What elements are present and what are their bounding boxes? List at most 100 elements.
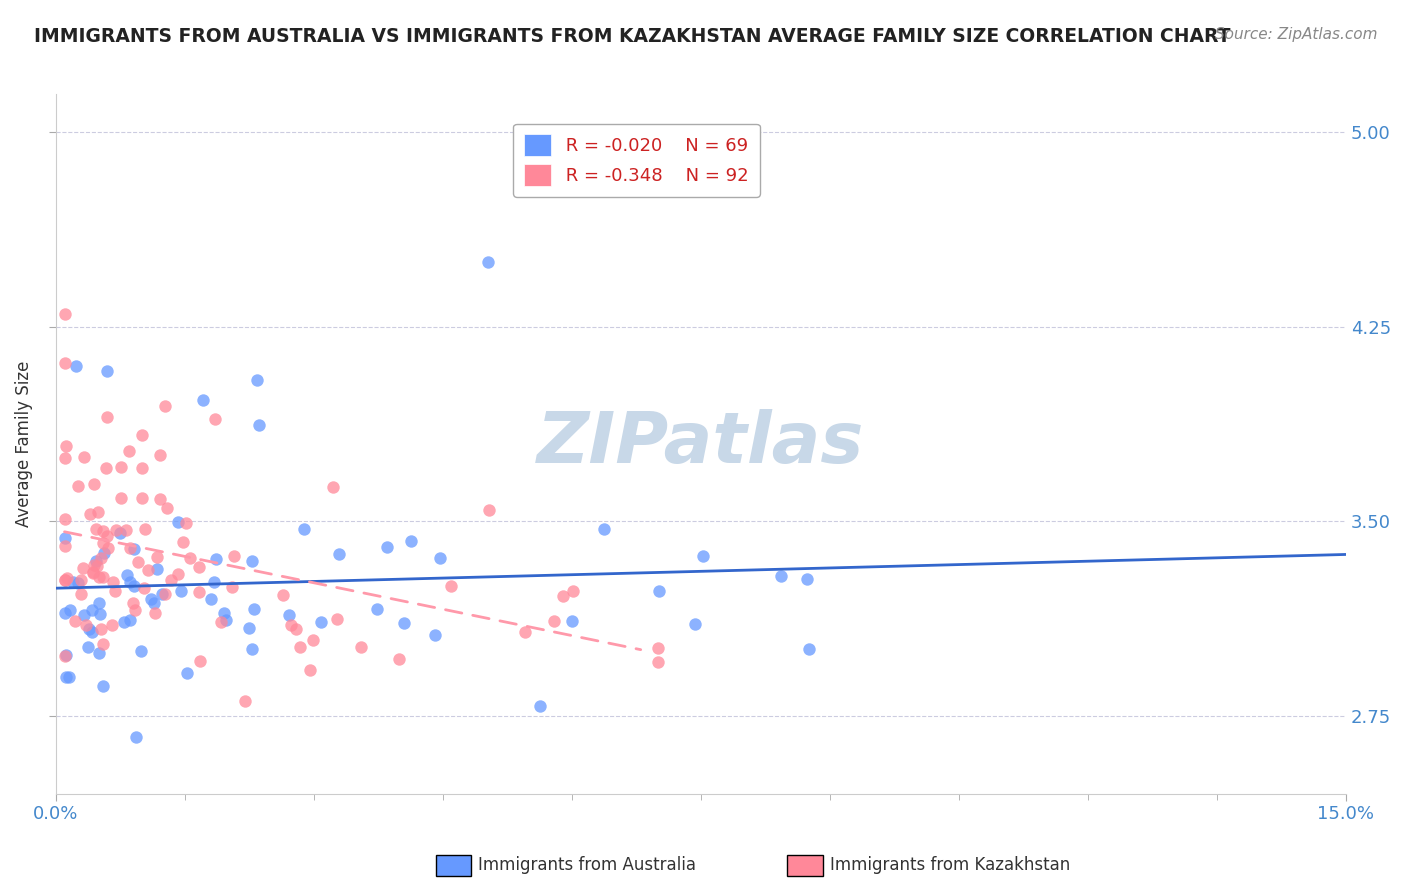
Point [86,559,108,574]
Point [288,640,311,654]
Point [155,587,177,601]
Point [104,583,127,598]
Point [167,567,190,582]
Point [87,570,110,584]
Point [366,602,388,616]
Point [292,522,315,536]
Point [53,531,76,545]
Point [648,583,671,598]
Point [388,651,411,665]
Point [73,608,96,623]
Legend:  R = -0.020    N = 69,  R = -0.348    N = 92: R = -0.020 N = 69, R = -0.348 N = 92 [513,124,759,196]
Point [55,648,77,662]
Point [221,580,243,594]
Point [169,583,191,598]
Point [543,615,565,629]
Point [87,646,110,660]
Point [278,608,301,623]
Point [513,625,536,640]
Point [87,505,110,519]
Point [66,576,89,591]
Point [134,522,156,536]
Point [240,642,263,657]
Text: Immigrants from Kazakhstan: Immigrants from Kazakhstan [830,856,1070,874]
Point [242,602,264,616]
Point [53,606,76,620]
Point [187,585,209,599]
Point [110,526,132,541]
Point [73,450,96,464]
Point [56,571,79,585]
Point [66,479,89,493]
Point [280,618,302,632]
Point [150,587,173,601]
Point [94,460,117,475]
Point [188,559,211,574]
Point [72,560,94,574]
Point [209,615,232,630]
Point [222,549,245,563]
Point [90,550,112,565]
Point [529,699,551,714]
Y-axis label: Average Family Size: Average Family Size [15,360,32,527]
Point [205,551,228,566]
Point [172,535,194,549]
FancyBboxPatch shape [787,855,823,876]
Point [127,555,149,569]
Point [326,612,349,626]
Point [146,562,169,576]
Point [122,542,145,557]
Point [176,666,198,681]
Point [84,522,107,536]
Point [89,596,111,610]
Point [271,588,294,602]
Point [105,523,128,537]
Point [246,373,269,387]
Point [202,574,225,589]
Point [160,573,183,587]
Point [62,574,84,589]
Text: Immigrants from Australia: Immigrants from Australia [478,856,696,874]
Point [82,566,104,580]
Point [298,663,321,677]
Point [53,307,76,321]
Point [70,573,93,587]
Point [692,549,714,563]
Point [394,615,416,630]
Point [146,549,169,564]
Point [204,411,226,425]
Point [96,410,118,425]
Point [84,554,107,568]
Point [110,491,132,506]
Point [79,507,101,521]
Point [103,575,125,590]
Point [90,622,112,636]
Point [200,591,222,606]
Point [233,694,256,708]
Point [429,550,451,565]
Point [139,592,162,607]
Point [551,589,574,603]
Point [136,564,159,578]
Point [309,615,332,629]
Point [796,572,818,586]
Point [302,633,325,648]
Point [63,615,86,629]
Point [769,569,792,583]
Text: ZIPatlas: ZIPatlas [537,409,865,478]
Point [284,622,307,636]
Point [115,567,138,582]
Point [53,512,76,526]
Point [120,613,142,627]
Point [124,603,146,617]
Point [149,448,172,462]
Point [240,554,263,568]
Point [129,644,152,658]
Point [132,581,155,595]
Point [212,607,235,621]
Point [439,579,461,593]
Point [82,603,104,617]
Point [82,624,104,639]
Point [59,603,82,617]
Point [75,618,97,632]
